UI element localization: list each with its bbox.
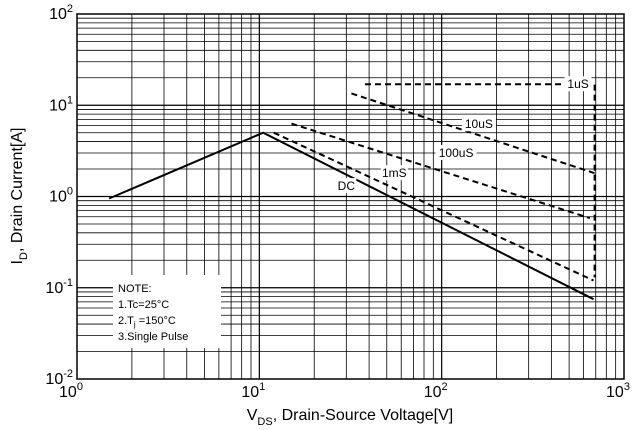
x-axis-label: VDS, Drain-Source Voltage[V] [247,407,454,428]
curve-label-bg [380,165,408,181]
note-box-bg [113,275,221,348]
y-tick-label: 102 [49,3,73,23]
series-line-1ms [273,131,594,282]
note-line: NOTE: [118,283,152,295]
note-line: 2.Tj =150°C [118,315,176,329]
curve-labels: 1uS 10uS 100uS 1mS DC [336,76,592,194]
series-group [108,83,596,301]
series-line-100us [291,122,591,220]
curve-label-10us: 10uS [465,117,493,131]
curve-label-bg [336,178,357,194]
y-tick-label: 10-2 [45,368,73,388]
curve-label-100us: 100uS [439,146,474,160]
x-tick-label: 100 [59,381,83,401]
y-tick-label: 10-1 [45,277,73,297]
grid-lines [77,14,624,379]
curve-label-bg [435,144,477,160]
curve-label-dc: DC [338,179,356,193]
note-line: 3.Single Pulse [118,331,188,343]
curve-label-bg [461,116,496,132]
curve-label-bg [564,76,592,92]
y-tick-label: 100 [49,186,73,206]
y-axis-label: ID, Drain Current[A] [9,128,30,265]
x-tick-label: 102 [424,381,448,401]
x-tick-label: 103 [606,381,630,401]
y-tick-label: 101 [49,94,73,114]
plot-frame [76,13,625,380]
series-line-dc [108,131,594,301]
curve-label-1ms: 1mS [382,166,407,180]
tick-labels: 100 101 102 103 10-2 10-1 100 101 102 [45,3,630,401]
note-line: 1.Tc=25°C [118,299,169,311]
x-tick-label: 101 [241,381,265,401]
note-box: NOTE: 1.Tc=25°C 2.Tj =150°C 3.Single Pulse [113,275,221,348]
series-line-10us [351,92,595,175]
curve-label-1us: 1uS [567,77,588,91]
